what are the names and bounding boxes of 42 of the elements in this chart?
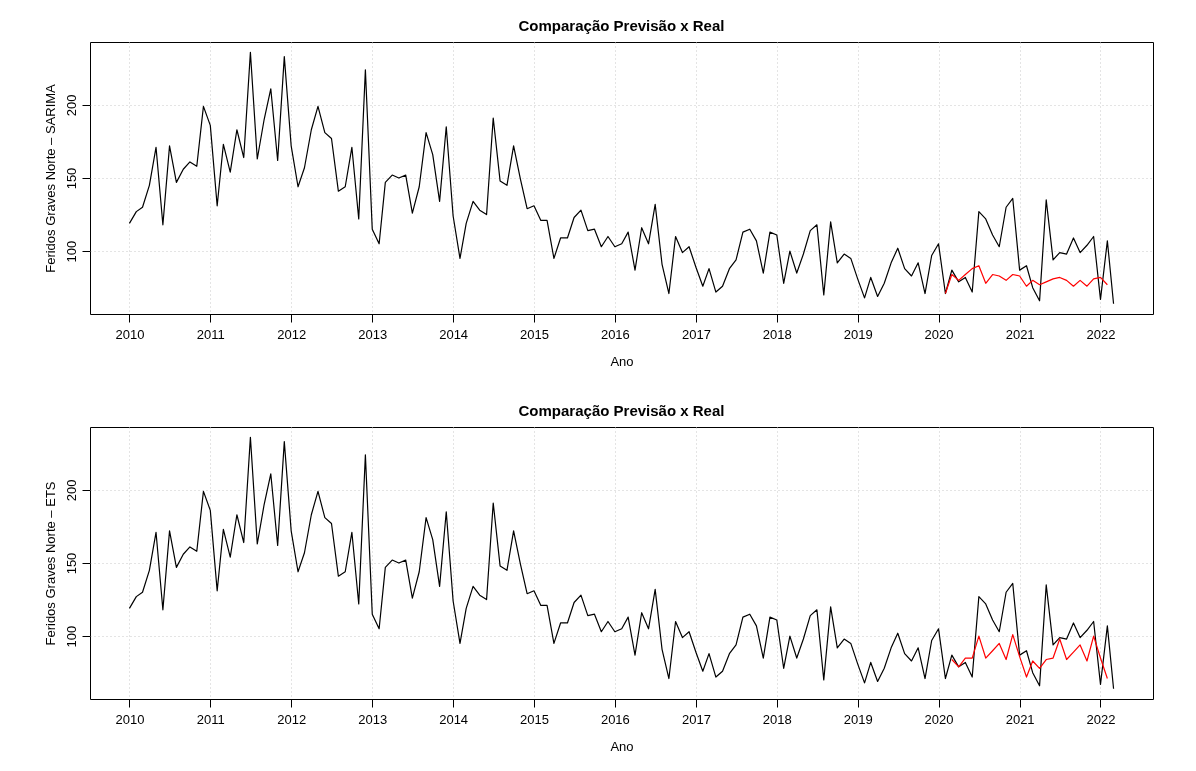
x-tick-label: 2014 <box>439 326 469 342</box>
x-tick-label: 2021 <box>1005 326 1035 342</box>
x-tick-label: 2012 <box>277 326 307 342</box>
y-axis-title: Feridos Graves Norte – ETS <box>42 481 58 646</box>
x-tick-label: 2015 <box>520 326 549 342</box>
x-tick-label: 2022 <box>1086 326 1116 342</box>
x-tick-label: 2022 <box>1086 711 1116 727</box>
y-tick-label: 100 <box>63 240 79 263</box>
x-tick-label: 2013 <box>358 326 388 342</box>
y-tick-label: 150 <box>63 167 79 190</box>
x-tick-label: 2017 <box>681 326 711 342</box>
y-tick-label: 200 <box>63 94 79 117</box>
line-series <box>944 265 1108 295</box>
chart-title: Comparação Previsão x Real <box>518 402 725 419</box>
y-tick-label: 100 <box>63 625 79 648</box>
x-tick-label: 2018 <box>762 326 792 342</box>
y-axis-title: Feridos Graves Norte – SARIMA <box>42 83 58 273</box>
x-tick-label: 2020 <box>924 326 954 342</box>
x-tick-label: 2011 <box>196 326 225 342</box>
x-tick-label: 2020 <box>924 711 954 727</box>
x-tick-label: 2016 <box>600 711 630 727</box>
x-tick-label: 2016 <box>600 326 630 342</box>
x-tick-label: 2014 <box>439 711 469 727</box>
x-tick-label: 2018 <box>762 711 792 727</box>
x-tick-label: 2011 <box>196 711 225 727</box>
line-series <box>128 51 1115 305</box>
y-tick-label: 200 <box>63 479 79 502</box>
x-tick-label: 2021 <box>1005 711 1035 727</box>
x-tick-label: 2012 <box>277 711 307 727</box>
line-series <box>128 436 1115 690</box>
x-tick-label: 2019 <box>843 326 873 342</box>
y-tick-label: 150 <box>63 552 79 575</box>
x-axis-title: Ano <box>610 738 634 754</box>
x-axis-title: Ano <box>610 353 634 369</box>
x-tick-label: 2010 <box>115 711 145 727</box>
x-tick-label: 2017 <box>681 711 711 727</box>
chart-title: Comparação Previsão x Real <box>518 17 725 34</box>
x-tick-label: 2010 <box>115 326 145 342</box>
x-tick-label: 2015 <box>520 711 549 727</box>
x-tick-label: 2019 <box>843 711 873 727</box>
x-tick-label: 2013 <box>358 711 388 727</box>
line-series <box>951 634 1108 680</box>
